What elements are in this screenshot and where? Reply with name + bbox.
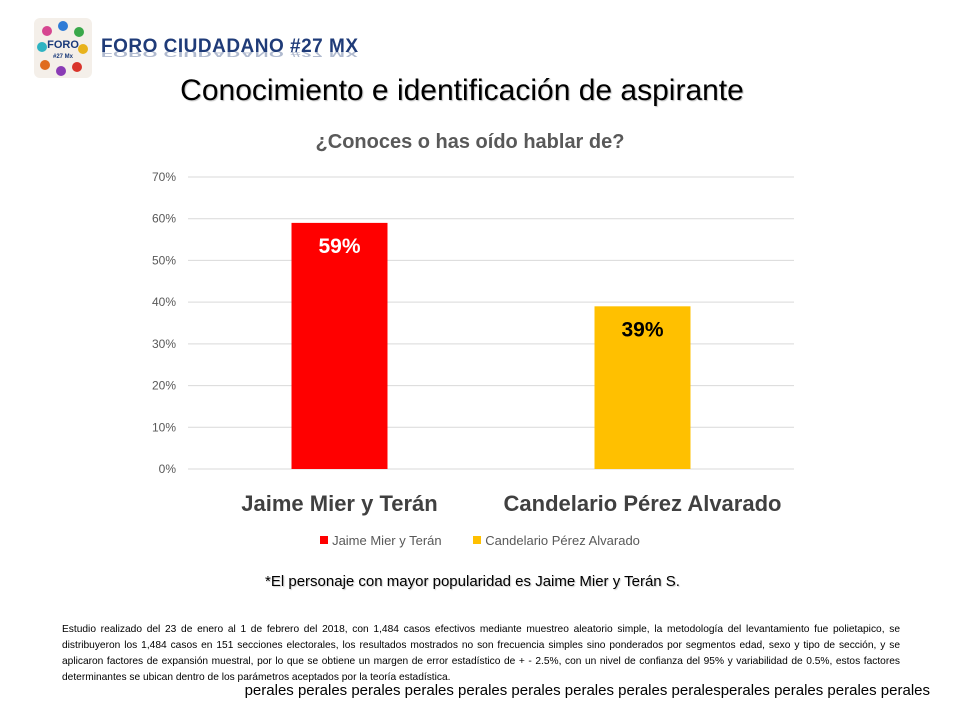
brand-reflection: FORO CIUDADANO #27 MX bbox=[101, 48, 359, 58]
legend-label-candelario: Candelario Pérez Alvarado bbox=[485, 533, 640, 548]
legend-swatch-candelario bbox=[473, 536, 482, 544]
legend-swatch-jaime bbox=[320, 536, 329, 544]
legend-item-jaime: Jaime Mier y Terán bbox=[320, 533, 442, 548]
y-tick-label: 10% bbox=[152, 420, 176, 434]
logo-subtext: #27 Mx bbox=[52, 54, 73, 60]
y-tick-label: 0% bbox=[159, 462, 177, 476]
x-category-label: Jaime Mier y Terán bbox=[241, 491, 437, 516]
bars bbox=[291, 222, 691, 469]
y-tick-label: 30% bbox=[152, 337, 176, 351]
bar bbox=[291, 222, 388, 469]
legend-item-candelario: Candelario Pérez Alvarado bbox=[473, 533, 640, 548]
y-tick-label: 50% bbox=[152, 253, 176, 267]
page-title: Conocimiento e identificación de aspiran… bbox=[180, 74, 744, 107]
chart-title: ¿Conoces o has oído hablar de? bbox=[315, 131, 625, 153]
legend-label-jaime: Jaime Mier y Terán bbox=[332, 533, 442, 548]
brand-name: FORO CIUDADANO #27 MX bbox=[101, 36, 359, 57]
y-tick-label: 40% bbox=[152, 295, 176, 309]
chart-legend: Jaime Mier y Terán Candelario Pérez Alva… bbox=[0, 533, 960, 548]
data-labels: 59% 39% bbox=[318, 235, 663, 341]
foro-logo: FORO #27 Mx bbox=[34, 18, 92, 78]
x-axis-categories: Jaime Mier y Terán Candelario Pérez Alvar… bbox=[241, 491, 781, 516]
popularity-note: *El personaje con mayor popularidad es J… bbox=[265, 573, 680, 590]
data-label: 39% bbox=[621, 318, 663, 341]
methodology-text: Estudio realizado del 23 de enero al 1 d… bbox=[62, 624, 900, 683]
bar bbox=[594, 306, 691, 469]
y-tick-label: 70% bbox=[152, 170, 176, 184]
footer-text: perales perales perales perales perales … bbox=[244, 682, 930, 699]
logo-text: FORO bbox=[47, 39, 79, 51]
grid-lines bbox=[188, 176, 794, 470]
data-label: 59% bbox=[318, 235, 360, 258]
bar-chart: 0% 10% 20% 30% 40% 50% 60% 70% 59% 39% Jaime Mie… bbox=[152, 170, 794, 516]
y-tick-label: 60% bbox=[152, 212, 176, 226]
y-tick-label: 20% bbox=[152, 379, 176, 393]
y-axis-ticks: 0% 10% 20% 30% 40% 50% 60% 70% bbox=[152, 170, 176, 476]
x-category-label: Candelario Pérez Alvarado bbox=[504, 491, 782, 516]
